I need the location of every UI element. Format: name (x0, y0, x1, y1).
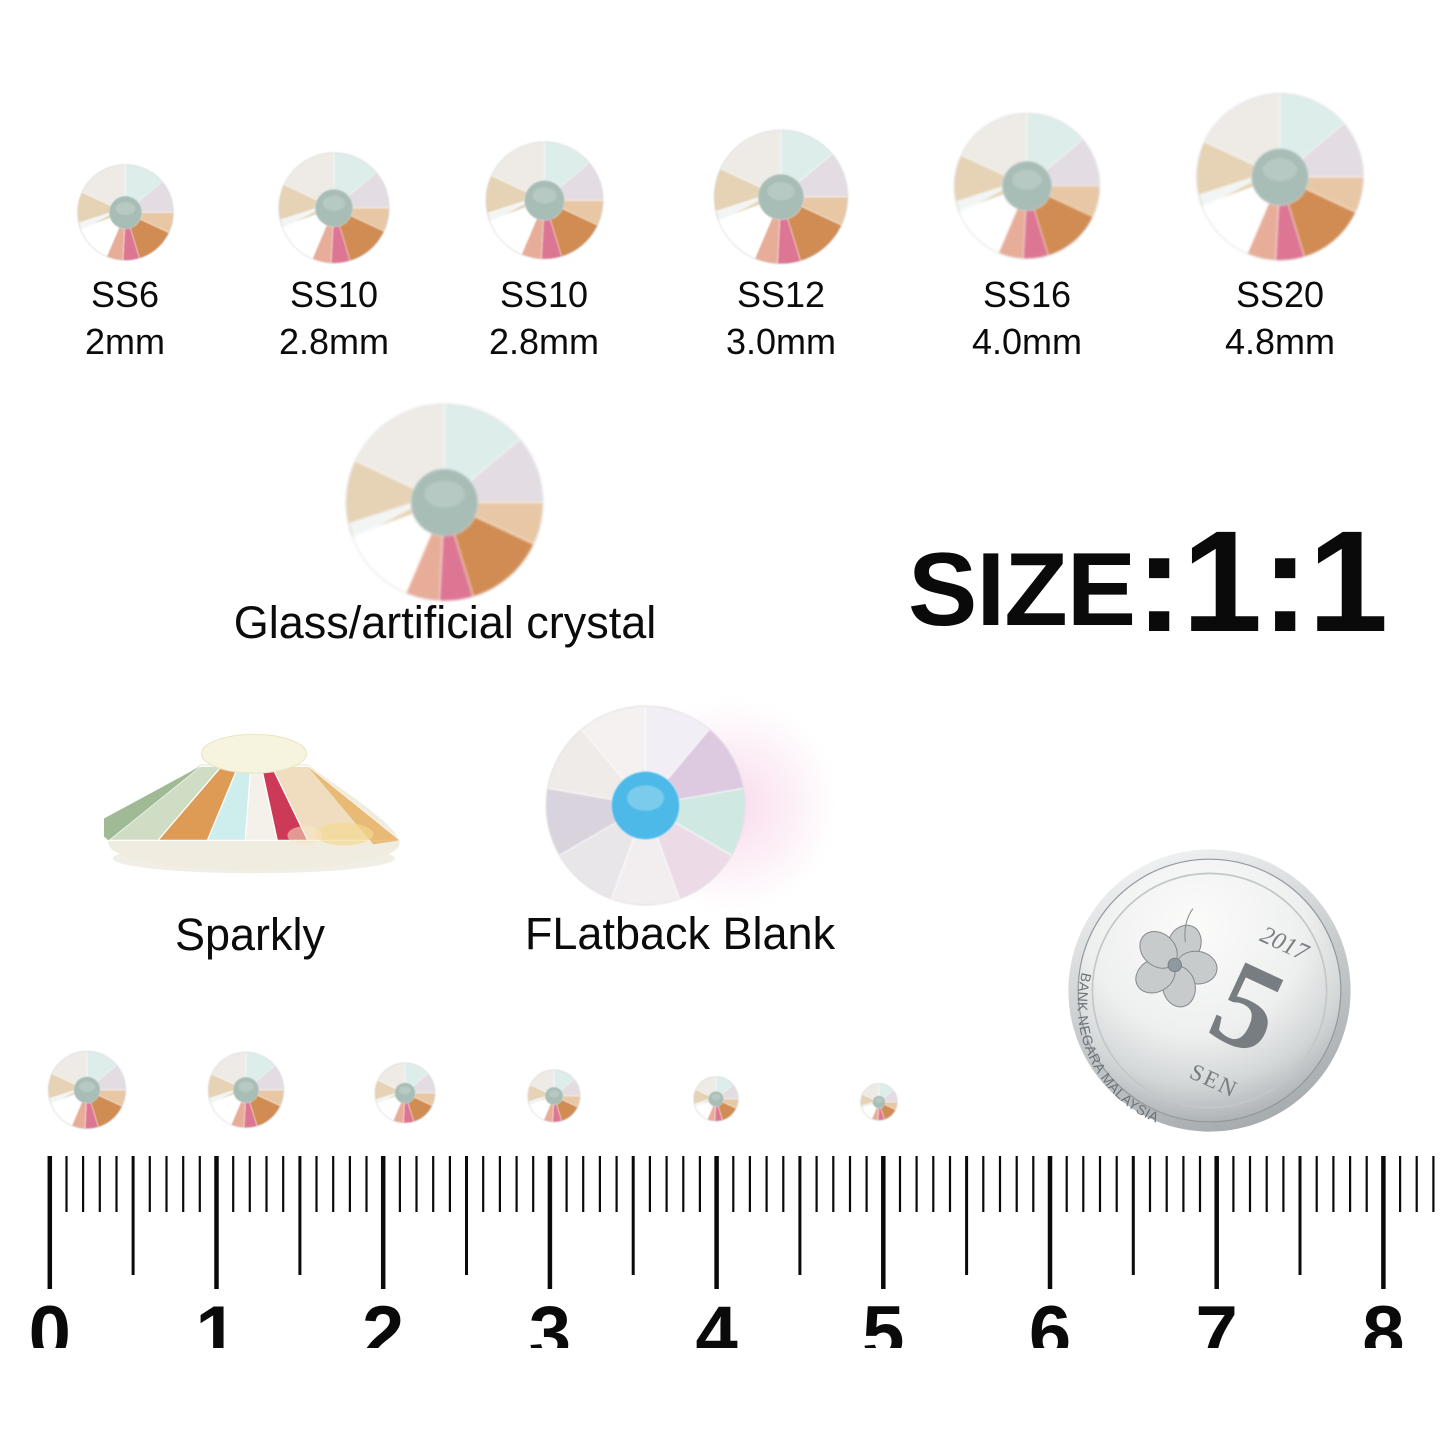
svg-text:7: 7 (1196, 1291, 1238, 1348)
svg-text:5: 5 (862, 1291, 904, 1348)
svg-text:6: 6 (1029, 1291, 1071, 1348)
svg-text:3: 3 (529, 1291, 571, 1348)
svg-text:2: 2 (362, 1291, 404, 1348)
svg-text:8: 8 (1362, 1291, 1404, 1348)
svg-text:0: 0 (29, 1291, 71, 1348)
svg-text:4: 4 (695, 1291, 737, 1348)
svg-text:1: 1 (195, 1291, 237, 1348)
